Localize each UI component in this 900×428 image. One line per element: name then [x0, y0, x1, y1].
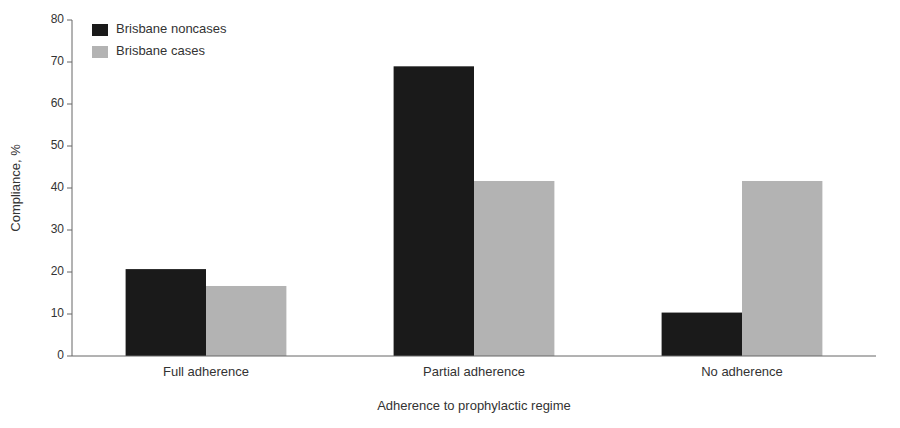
bar — [742, 181, 822, 356]
y-tick — [67, 314, 72, 315]
bar — [394, 66, 474, 356]
y-tick — [67, 272, 72, 273]
y-axis-line — [72, 20, 73, 356]
y-axis: 0 10 20 30 40 50 60 70 80 — [51, 12, 72, 362]
y-tick-label: 60 — [51, 96, 65, 110]
chart-container: 0 10 20 30 40 50 60 70 80 Full adherence Partial a… — [0, 0, 900, 428]
y-tick — [67, 104, 72, 105]
y-axis-label: Compliance, % — [8, 144, 23, 232]
y-tick — [67, 188, 72, 189]
x-tick-label: Full adherence — [163, 364, 249, 379]
x-axis-label: Adherence to prophylactic regime — [377, 398, 571, 413]
y-tick-label: 50 — [51, 138, 65, 152]
bar — [662, 313, 742, 356]
chart: 0 10 20 30 40 50 60 70 80 Full adherence Partial a… — [0, 0, 900, 428]
y-tick — [67, 356, 72, 357]
x-axis-line — [72, 356, 876, 357]
legend-swatch — [92, 24, 108, 36]
y-tick — [67, 20, 72, 21]
legend-label: Brisbane noncases — [116, 21, 227, 36]
y-tick — [67, 146, 72, 147]
legend-swatch — [92, 46, 108, 58]
x-tick-label: Partial adherence — [423, 364, 525, 379]
legend: Brisbane noncases Brisbane cases — [92, 21, 227, 58]
bars — [126, 66, 823, 356]
bar — [206, 286, 286, 356]
y-tick — [67, 230, 72, 231]
y-tick-label: 30 — [51, 222, 65, 236]
y-tick-label: 20 — [51, 264, 65, 278]
y-tick-label: 40 — [51, 180, 65, 194]
x-tick-label: No adherence — [701, 364, 783, 379]
bar — [474, 181, 554, 356]
bar — [126, 269, 206, 356]
y-tick-label: 70 — [51, 54, 65, 68]
y-tick-label: 80 — [51, 12, 65, 26]
x-axis: Full adherence Partial adherence No adhere… — [72, 356, 876, 379]
y-tick-label: 10 — [51, 306, 65, 320]
legend-label: Brisbane cases — [116, 43, 205, 58]
y-tick-label: 0 — [57, 348, 64, 362]
y-tick — [67, 62, 72, 63]
